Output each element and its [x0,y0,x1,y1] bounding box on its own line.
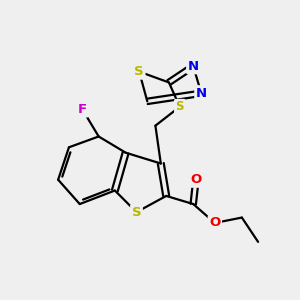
Text: N: N [196,87,207,100]
Text: S: S [176,100,184,113]
Text: F: F [78,103,87,116]
Text: N: N [188,60,199,73]
Text: O: O [190,173,202,186]
Text: S: S [134,65,144,78]
Text: O: O [209,217,220,230]
Text: S: S [132,206,141,219]
